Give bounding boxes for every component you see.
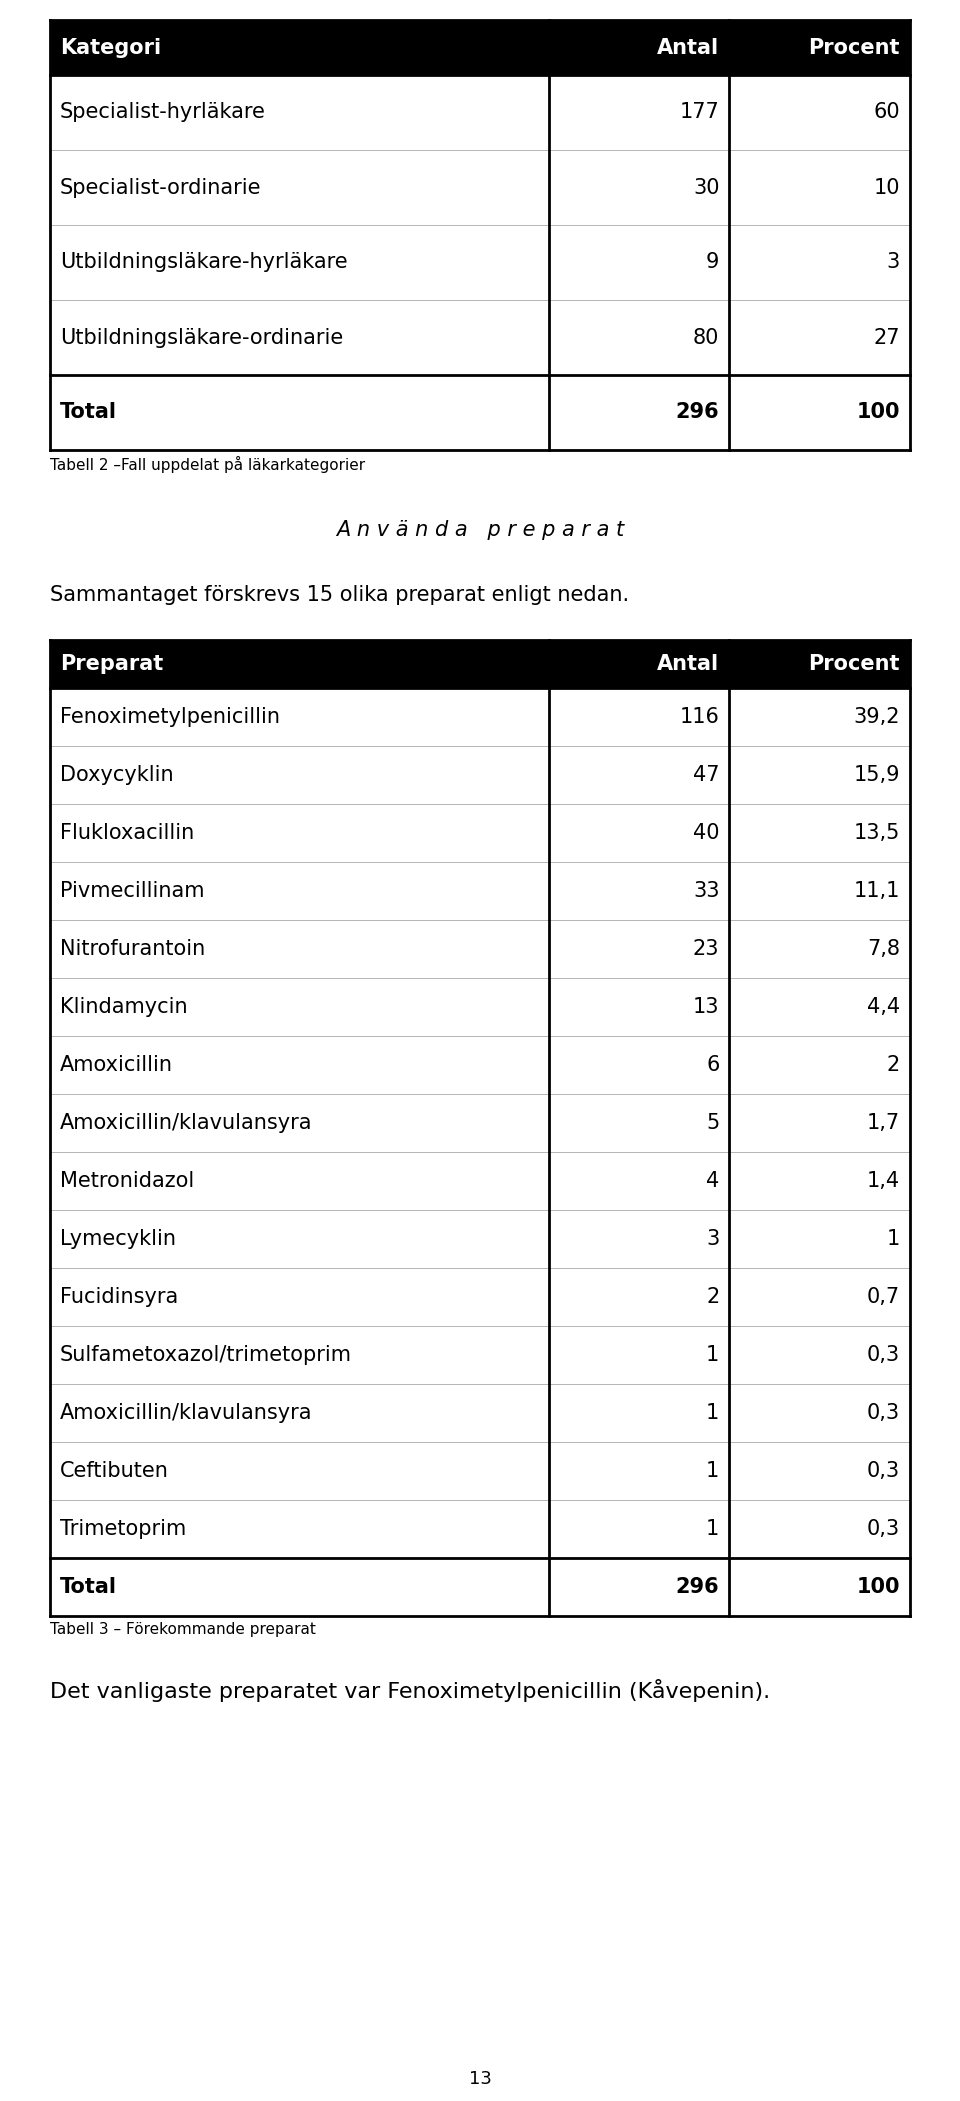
Text: Pivmecillinam: Pivmecillinam [60, 880, 204, 901]
Text: 10: 10 [874, 176, 900, 197]
Text: 7,8: 7,8 [867, 939, 900, 958]
Bar [50, 687, 910, 746]
Bar [50, 920, 910, 977]
Text: 0,3: 0,3 [867, 1345, 900, 1366]
Bar [50, 1441, 910, 1500]
Text: 13,5: 13,5 [853, 824, 900, 843]
Bar [50, 374, 910, 450]
Text: 1: 1 [707, 1345, 719, 1366]
Text: 9: 9 [706, 252, 719, 273]
Bar [50, 1500, 910, 1559]
Text: Sulfametoxazol/trimetoprim: Sulfametoxazol/trimetoprim [60, 1345, 352, 1366]
Text: 0,3: 0,3 [867, 1519, 900, 1540]
Text: 1: 1 [707, 1519, 719, 1540]
Text: 39,2: 39,2 [853, 708, 900, 727]
Text: 177: 177 [680, 103, 719, 122]
Text: 4,4: 4,4 [867, 998, 900, 1017]
Text: 6: 6 [706, 1055, 719, 1076]
Text: Klindamycin: Klindamycin [60, 998, 187, 1017]
Text: Fucidinsyra: Fucidinsyra [60, 1288, 179, 1307]
Bar [50, 1210, 910, 1269]
Bar [50, 641, 910, 687]
Bar [50, 861, 910, 920]
Text: 1: 1 [887, 1229, 900, 1248]
Text: Preparat: Preparat [60, 653, 163, 674]
Text: Amoxicillin/klavulansyra: Amoxicillin/klavulansyra [60, 1114, 313, 1132]
Text: Amoxicillin/klavulansyra: Amoxicillin/klavulansyra [60, 1403, 313, 1422]
Bar [50, 1036, 910, 1095]
Text: 60: 60 [874, 103, 900, 122]
Text: Amoxicillin: Amoxicillin [60, 1055, 173, 1076]
Bar [50, 1559, 910, 1616]
Text: Procent: Procent [808, 653, 900, 674]
Text: Tabell 2 –Fall uppdelat på läkarkategorier: Tabell 2 –Fall uppdelat på läkarkategori… [50, 456, 365, 473]
Text: 80: 80 [693, 328, 719, 347]
Bar [50, 1385, 910, 1441]
Text: Nitrofurantoin: Nitrofurantoin [60, 939, 205, 958]
Text: 116: 116 [680, 708, 719, 727]
Text: 1: 1 [707, 1460, 719, 1481]
Bar [50, 746, 910, 805]
Text: 23: 23 [693, 939, 719, 958]
Text: 0,3: 0,3 [867, 1403, 900, 1422]
Text: A n v ä n d a   p r e p a r a t: A n v ä n d a p r e p a r a t [336, 521, 624, 540]
Bar [50, 1326, 910, 1385]
Bar [50, 805, 910, 861]
Text: Kategori: Kategori [60, 38, 161, 57]
Text: 11,1: 11,1 [853, 880, 900, 901]
Text: 1: 1 [707, 1403, 719, 1422]
Text: 30: 30 [693, 176, 719, 197]
Text: Specialist-hyrläkare: Specialist-hyrläkare [60, 103, 266, 122]
Text: 2: 2 [707, 1288, 719, 1307]
Text: 4: 4 [707, 1170, 719, 1191]
Text: Doxycyklin: Doxycyklin [60, 765, 174, 786]
Text: Ceftibuten: Ceftibuten [60, 1460, 169, 1481]
Text: Total: Total [60, 403, 117, 422]
Text: 47: 47 [693, 765, 719, 786]
Text: 100: 100 [856, 403, 900, 422]
Text: Total: Total [60, 1578, 117, 1597]
Text: 0,7: 0,7 [867, 1288, 900, 1307]
Text: Utbildningsläkare-ordinarie: Utbildningsläkare-ordinarie [60, 328, 344, 347]
Text: 13: 13 [693, 998, 719, 1017]
Bar [50, 76, 910, 149]
Bar [50, 1269, 910, 1326]
Text: 296: 296 [676, 1578, 719, 1597]
Text: Flukloxacillin: Flukloxacillin [60, 824, 194, 843]
Text: 40: 40 [693, 824, 719, 843]
Text: Utbildningsläkare-hyrläkare: Utbildningsläkare-hyrläkare [60, 252, 348, 273]
Text: 100: 100 [856, 1578, 900, 1597]
Bar [50, 300, 910, 374]
Text: Fenoximetylpenicillin: Fenoximetylpenicillin [60, 708, 280, 727]
Text: Antal: Antal [658, 653, 719, 674]
Bar [50, 977, 910, 1036]
Text: Det vanligaste preparatet var Fenoximetylpenicillin (Kåvepenin).: Det vanligaste preparatet var Fenoximety… [50, 1679, 770, 1702]
Text: Metronidazol: Metronidazol [60, 1170, 194, 1191]
Bar [50, 1095, 910, 1151]
Text: Tabell 3 – Förekommande preparat: Tabell 3 – Förekommande preparat [50, 1622, 316, 1637]
Text: 3: 3 [707, 1229, 719, 1248]
Text: 0,3: 0,3 [867, 1460, 900, 1481]
Text: 27: 27 [874, 328, 900, 347]
Text: 1,7: 1,7 [867, 1114, 900, 1132]
Text: Lymecyklin: Lymecyklin [60, 1229, 176, 1248]
Text: 296: 296 [676, 403, 719, 422]
Text: 3: 3 [887, 252, 900, 273]
Text: Procent: Procent [808, 38, 900, 57]
Text: Trimetoprim: Trimetoprim [60, 1519, 186, 1540]
Text: Antal: Antal [658, 38, 719, 57]
Text: 2: 2 [887, 1055, 900, 1076]
Text: Specialist-ordinarie: Specialist-ordinarie [60, 176, 261, 197]
Text: 33: 33 [693, 880, 719, 901]
Text: 1,4: 1,4 [867, 1170, 900, 1191]
Text: 13: 13 [468, 2069, 492, 2088]
Text: 5: 5 [707, 1114, 719, 1132]
Text: Sammantaget förskrevs 15 olika preparat enligt nedan.: Sammantaget förskrevs 15 olika preparat … [50, 584, 629, 605]
Bar [50, 1151, 910, 1210]
Bar [50, 21, 910, 76]
Bar [50, 225, 910, 300]
Text: 15,9: 15,9 [853, 765, 900, 786]
Bar [50, 149, 910, 225]
